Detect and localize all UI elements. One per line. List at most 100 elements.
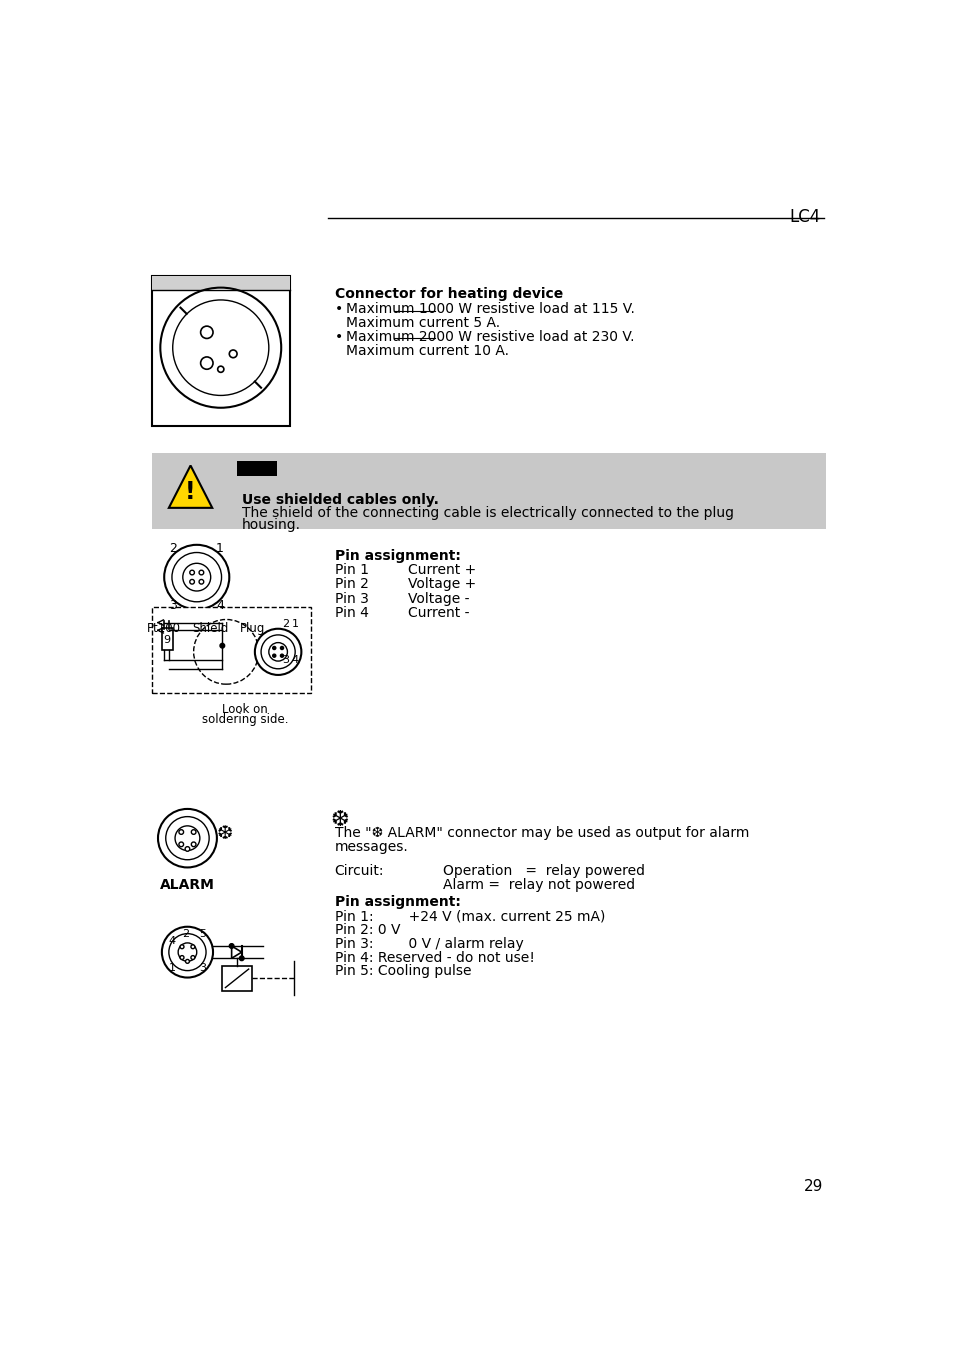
Text: !: !: [185, 481, 195, 504]
Text: 2: 2: [282, 619, 289, 630]
Text: Pin assignment:: Pin assignment:: [335, 549, 460, 562]
Circle shape: [185, 847, 190, 851]
Circle shape: [254, 628, 301, 676]
Text: Circuit:: Circuit:: [335, 865, 384, 878]
FancyBboxPatch shape: [152, 607, 311, 693]
Circle shape: [172, 553, 221, 601]
Circle shape: [280, 646, 283, 650]
Text: 2: 2: [182, 929, 190, 939]
Circle shape: [220, 643, 224, 648]
FancyBboxPatch shape: [152, 276, 290, 426]
Circle shape: [179, 842, 183, 847]
Circle shape: [191, 955, 194, 959]
Text: ❆: ❆: [331, 809, 349, 830]
Circle shape: [200, 357, 213, 369]
Text: 4: 4: [215, 598, 224, 612]
Text: Pt100: Pt100: [147, 621, 181, 635]
Text: soldering side.: soldering side.: [201, 713, 288, 727]
FancyBboxPatch shape: [152, 453, 825, 528]
Text: LC4: LC4: [788, 208, 820, 227]
Circle shape: [217, 366, 224, 373]
Circle shape: [172, 300, 269, 396]
Text: 3: 3: [170, 598, 177, 612]
Circle shape: [280, 654, 283, 657]
Text: Maximum 1000 W resistive load at 115 V.: Maximum 1000 W resistive load at 115 V.: [345, 303, 634, 316]
Circle shape: [180, 955, 184, 959]
Circle shape: [166, 816, 209, 859]
Circle shape: [183, 563, 211, 590]
Text: Current +: Current +: [408, 562, 476, 577]
Text: The shield of the connecting cable is electrically connected to the plug: The shield of the connecting cable is el…: [241, 505, 733, 520]
FancyBboxPatch shape: [162, 628, 173, 650]
Text: 1: 1: [169, 963, 175, 973]
Text: Pin 5: Cooling pulse: Pin 5: Cooling pulse: [335, 965, 471, 978]
Circle shape: [190, 580, 194, 584]
Text: Operation   =  relay powered: Operation = relay powered: [443, 865, 644, 878]
Text: Maximum current 10 A.: Maximum current 10 A.: [345, 345, 508, 358]
Circle shape: [261, 635, 294, 669]
Circle shape: [239, 957, 244, 961]
Text: Pin 3: Pin 3: [335, 592, 368, 605]
Text: Maximum current 5 A.: Maximum current 5 A.: [345, 316, 499, 330]
Text: ❆: ❆: [216, 824, 233, 843]
Text: Pin 4: Reserved - do not use!: Pin 4: Reserved - do not use!: [335, 951, 534, 965]
Text: 4: 4: [292, 654, 298, 665]
Circle shape: [273, 654, 275, 657]
Text: housing.: housing.: [241, 517, 300, 532]
Text: ALARM: ALARM: [160, 878, 214, 892]
Circle shape: [164, 544, 229, 609]
Text: •: •: [335, 330, 342, 345]
Text: Pin 2: Pin 2: [335, 577, 368, 592]
Circle shape: [178, 943, 196, 962]
Text: 3: 3: [199, 963, 206, 973]
FancyBboxPatch shape: [236, 461, 277, 477]
Text: 29: 29: [802, 1178, 822, 1193]
Text: Pin 1:        +24 V (max. current 25 mA): Pin 1: +24 V (max. current 25 mA): [335, 909, 604, 923]
Text: Use shielded cables only.: Use shielded cables only.: [241, 493, 438, 507]
Text: Connector for heating device: Connector for heating device: [335, 286, 562, 301]
Text: Pin 2: 0 V: Pin 2: 0 V: [335, 923, 399, 936]
Text: Pin 4: Pin 4: [335, 607, 368, 620]
Polygon shape: [232, 946, 241, 958]
Circle shape: [174, 825, 199, 851]
Text: 1: 1: [215, 542, 224, 555]
Text: The "❆ ALARM" connector may be used as output for alarm: The "❆ ALARM" connector may be used as o…: [335, 825, 748, 840]
Text: Pin 3:        0 V / alarm relay: Pin 3: 0 V / alarm relay: [335, 936, 523, 951]
Circle shape: [199, 570, 204, 574]
Circle shape: [229, 943, 233, 948]
Circle shape: [160, 288, 281, 408]
FancyBboxPatch shape: [152, 276, 290, 290]
Text: Voltage -: Voltage -: [408, 592, 469, 605]
Circle shape: [192, 842, 195, 847]
Circle shape: [179, 830, 183, 835]
Circle shape: [158, 809, 216, 867]
Circle shape: [273, 646, 275, 650]
Circle shape: [191, 944, 194, 948]
Circle shape: [192, 830, 195, 835]
Text: 5: 5: [199, 929, 206, 939]
Circle shape: [180, 944, 184, 948]
Circle shape: [229, 350, 236, 358]
FancyBboxPatch shape: [222, 966, 252, 990]
Text: 4: 4: [169, 936, 175, 946]
Circle shape: [269, 643, 287, 661]
Text: 2: 2: [170, 542, 177, 555]
Circle shape: [185, 959, 190, 963]
Text: Current -: Current -: [408, 607, 469, 620]
Text: Pin 1: Pin 1: [335, 562, 368, 577]
Text: •: •: [335, 303, 342, 316]
Text: Maximum 2000 W resistive load at 230 V.: Maximum 2000 W resistive load at 230 V.: [345, 330, 634, 345]
Text: Look on: Look on: [222, 703, 268, 716]
Polygon shape: [169, 466, 212, 508]
Text: 1: 1: [292, 619, 298, 630]
Text: Pin assignment:: Pin assignment:: [335, 896, 460, 909]
Text: 3: 3: [282, 654, 289, 665]
Circle shape: [200, 326, 213, 339]
Circle shape: [199, 580, 204, 584]
Text: Alarm =  relay not powered: Alarm = relay not powered: [443, 878, 635, 892]
Circle shape: [162, 927, 213, 978]
Text: Voltage +: Voltage +: [408, 577, 476, 592]
Text: Plug: Plug: [239, 621, 265, 635]
Text: 9: 9: [164, 635, 171, 644]
Text: Shield: Shield: [193, 621, 229, 635]
